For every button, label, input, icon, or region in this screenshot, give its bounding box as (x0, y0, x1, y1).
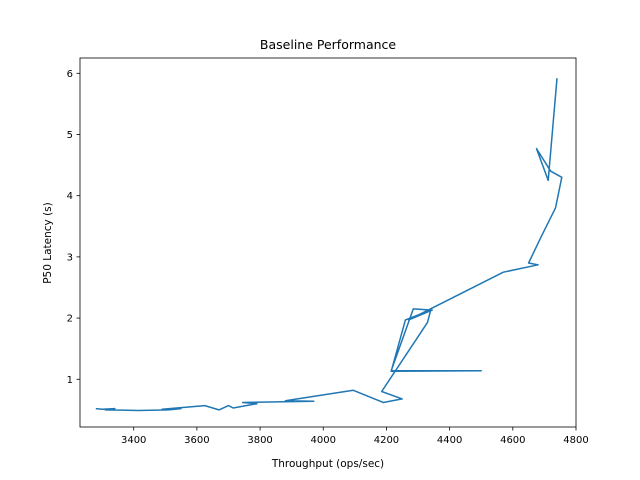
y-tick-label: 6 (67, 69, 73, 80)
axes-frame (79, 57, 577, 428)
chart-title: Baseline Performance (260, 37, 396, 52)
x-tick-label: 4200 (374, 435, 399, 446)
x-tick-label: 4000 (311, 435, 336, 446)
x-tick-label: 4800 (563, 435, 588, 446)
x-axis-label: Throughput (ops/sec) (271, 458, 384, 470)
y-tick-label: 4 (67, 191, 73, 202)
y-axis: 1 2 3 4 5 6 (67, 69, 80, 386)
x-tick-label: 3600 (184, 435, 209, 446)
x-axis: 3400 3600 3800 4000 4200 4400 4600 4800 (121, 427, 589, 446)
x-tick-label: 4400 (437, 435, 462, 446)
y-tick-label: 3 (67, 252, 73, 263)
y-tick-label: 5 (67, 130, 73, 141)
y-axis-label: P50 Latency (s) (42, 202, 54, 284)
x-tick-label: 3800 (247, 435, 272, 446)
y-tick-label: 2 (67, 314, 73, 325)
x-tick-label: 4600 (500, 435, 525, 446)
y-tick-label: 1 (67, 375, 73, 386)
series-line (95, 78, 563, 412)
x-tick-label: 3400 (121, 435, 146, 446)
plot-area (95, 78, 563, 412)
